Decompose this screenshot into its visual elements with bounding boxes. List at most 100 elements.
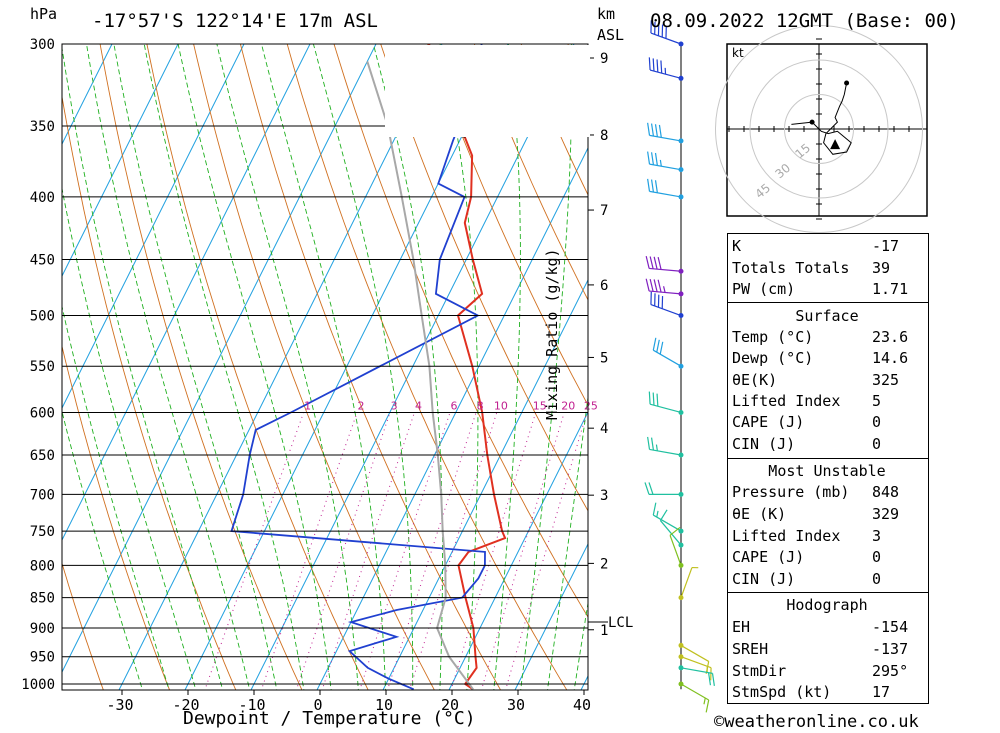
isotherm-line [316, 146, 588, 690]
plot-area [62, 44, 588, 690]
isotherm-line [448, 410, 588, 690]
mixing-ratio-axis-label: Mixing Ratio (g/kg) [543, 248, 561, 420]
wind-barb-half-flag [703, 697, 706, 705]
param-label: Lifted Index [732, 526, 841, 545]
hodograph-table-title: Hodograph [786, 596, 868, 614]
wind-barb-flag [647, 122, 651, 136]
hodograph-ring [784, 94, 854, 164]
wind-barb-flag [657, 279, 662, 293]
param-value: -137 [872, 639, 909, 658]
wind-barb [652, 502, 684, 534]
wind-barb-flag [654, 180, 658, 193]
wind-barb [648, 391, 684, 415]
dry-adiabat-line [193, 44, 435, 690]
hodograph-end-dot [844, 80, 850, 86]
wind-barb-flag [650, 152, 655, 165]
hodograph-row: StmSpd (kt) 17 [727, 683, 927, 704]
isotherm-line [118, 44, 443, 690]
param-label: Dewp (°C) [732, 349, 814, 368]
wet-adiabat-line [113, 44, 278, 690]
param-label: CAPE (J) [732, 548, 805, 567]
pressure-tick-label: 350 [30, 119, 55, 135]
mixing-ratio-line [450, 412, 537, 690]
dry-adiabat-line [62, 94, 237, 690]
param-label: StmDir [732, 661, 787, 680]
wind-barb-flag [705, 699, 710, 713]
wet-adiabat-line [62, 304, 170, 690]
km-tick-label: 1 [600, 623, 608, 639]
wind-barb [669, 526, 684, 568]
param-value: 325 [872, 370, 900, 389]
wind-barb [678, 566, 699, 601]
x-tick-label: -10 [238, 696, 265, 714]
pressure-tick-label: 1000 [21, 677, 55, 693]
mixing-ratio-line [260, 412, 358, 690]
param-label: PW (cm) [732, 280, 796, 298]
wind-barb-staff [650, 304, 682, 317]
most-unstable-title: Most Unstable [768, 462, 886, 480]
wind-barb-flag [648, 391, 651, 405]
wind-barb-flag [707, 672, 712, 686]
wind-barb [678, 665, 715, 686]
isotherm-line [62, 44, 245, 410]
wet-adiabat-line [177, 44, 332, 690]
dry-adiabat-line [62, 561, 104, 690]
dry-adiabat-line [62, 344, 171, 690]
wind-barb-flag [652, 58, 655, 72]
wind-barb-flag [659, 509, 668, 521]
param-value: 1.71 [872, 280, 909, 298]
wind-barb-flag [652, 502, 657, 516]
pressure-tick-label: 950 [30, 650, 55, 666]
wind-barb-flag [659, 341, 664, 355]
most-unstable-row: CIN (J) 0 [727, 570, 927, 591]
wind-barb-staff [649, 403, 682, 414]
isotherm-line [62, 44, 179, 278]
mixing-ratio-label: 20 [561, 399, 575, 412]
wind-barb [648, 57, 684, 81]
lcl-label: LCL [608, 615, 633, 631]
wet-adiabat-line [439, 44, 479, 690]
wind-barb [650, 291, 684, 319]
param-value: 848 [872, 483, 900, 501]
wind-barb [644, 482, 684, 497]
wind-barb-flag [650, 123, 655, 137]
wind-barb-flag [647, 436, 651, 450]
mixing-ratio-label: 6 [450, 399, 457, 412]
surface-row: Dewp (°C) 14.6 [727, 349, 927, 370]
wind-barb-staff [680, 683, 710, 701]
wind-barb-half-flag [663, 286, 666, 293]
wet-adiabat-line [62, 45, 224, 690]
pressure-tick-label: 300 [30, 37, 55, 53]
plot-frame [61, 43, 589, 691]
km-tick-label: 3 [600, 488, 608, 504]
dry-adiabat-line [146, 44, 369, 690]
isotherm-line [62, 44, 113, 146]
wet-adiabat-line [216, 44, 359, 690]
km-tick-label: 8 [600, 128, 608, 144]
wind-barb-staff [680, 656, 712, 669]
wind-barb-flag [656, 393, 659, 407]
wind-barb [652, 337, 684, 369]
wet-adiabat-line [493, 44, 521, 690]
wet-adiabat-line [312, 44, 414, 690]
surface-row: θE(K) 325 [727, 371, 927, 392]
dry-adiabat-line [99, 44, 303, 690]
param-label: K [732, 237, 742, 255]
wind-barb-staff [680, 644, 710, 662]
param-label: Totals Totals [732, 258, 850, 277]
wind-barb-staff [652, 349, 682, 367]
copyright-footer: ©weatheronline.co.uk [714, 712, 919, 732]
location-label: -17°57'S 122°14'E 17m ASL [92, 10, 378, 32]
wind-barb-flag [649, 256, 654, 269]
param-value: 17 [872, 683, 891, 702]
mixing-ratio-label: 8 [477, 399, 484, 412]
wind-barb-flag [645, 255, 650, 269]
wind-barb-half-flag [655, 444, 658, 451]
wind-barb-flag [653, 256, 658, 270]
param-value: -154 [872, 618, 909, 636]
param-label: StmSpd (kt) [732, 683, 832, 702]
surface-row: CIN (J) 0 [727, 435, 927, 456]
hodograph-row: SREH -137 [727, 640, 927, 661]
wind-barb-flag [657, 257, 662, 270]
